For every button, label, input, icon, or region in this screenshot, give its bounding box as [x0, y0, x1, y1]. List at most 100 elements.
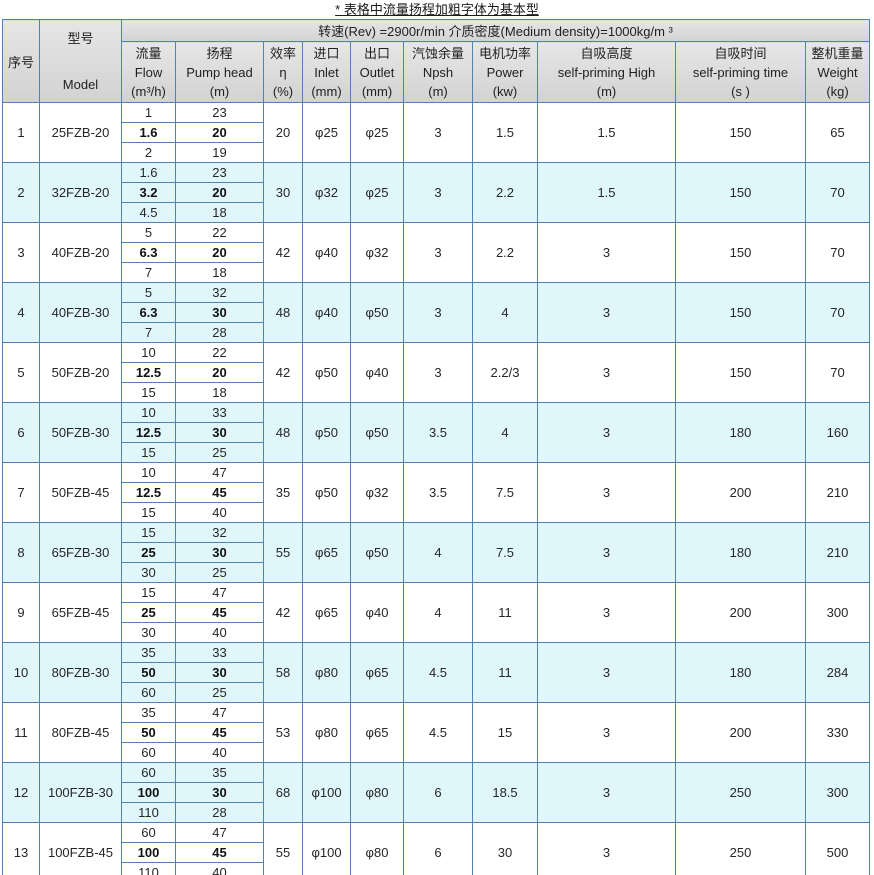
- flow-cell: 7: [121, 262, 176, 283]
- eff-cell: 42: [263, 342, 303, 403]
- table-note-title: * 表格中流量扬程加粗字体为基本型: [335, 2, 539, 17]
- index-cell: 6: [2, 402, 40, 463]
- spec-row-group-1: 1 25FZB-20 1 23 20 φ25 φ25 3 1.5 1.5 150 65: [2, 102, 871, 163]
- inlet-cell: φ50: [302, 462, 351, 523]
- head-cell: 30: [175, 302, 264, 323]
- col-header-weight-line: (kg): [826, 83, 849, 99]
- outlet-cell: φ40: [350, 342, 404, 403]
- spec-sub-row: 4.5 18: [3, 202, 870, 223]
- spec-row-group-10: 10 80FZB-30 35 33 58 φ80 φ65 4.5 11 3 180 284: [2, 642, 871, 703]
- head-cell: 22: [175, 342, 264, 363]
- high-cell: 1.5: [537, 102, 676, 163]
- index-cell: 8: [2, 522, 40, 583]
- index-cell: 12: [2, 762, 40, 823]
- high-cell: 3: [537, 462, 676, 523]
- high-cell: 3: [537, 522, 676, 583]
- time-cell: 250: [675, 822, 806, 875]
- high-cell: 3: [537, 642, 676, 703]
- head-cell: 40: [175, 742, 264, 763]
- flow-cell: 1.6: [121, 162, 176, 183]
- model-cell: 32FZB-20: [39, 162, 122, 223]
- inlet-cell: φ80: [302, 642, 351, 703]
- col-header-high: 自吸高度 self-priming High (m): [537, 41, 676, 103]
- col-header-head-line: Pump head: [186, 64, 253, 80]
- npsh-cell: 4.5: [403, 642, 473, 703]
- head-cell: 30: [175, 542, 264, 563]
- npsh-cell: 6: [403, 822, 473, 875]
- flow-cell: 10: [121, 462, 176, 483]
- index-cell: 1: [2, 102, 40, 163]
- span-header-row: 序号 型号 Model 转速(Rev) =2900r/min 介质密度(Medi…: [2, 19, 871, 103]
- npsh-cell: 3: [403, 162, 473, 223]
- flow-cell: 110: [121, 802, 176, 823]
- weight-cell: 70: [804, 222, 871, 283]
- spec-sub-row: 12.5 20: [3, 362, 870, 383]
- spec-sub-row: 3.2 20: [3, 182, 870, 203]
- outlet-cell: φ50: [350, 402, 404, 463]
- npsh-cell: 4: [403, 522, 473, 583]
- npsh-cell: 3: [403, 102, 473, 163]
- outlet-cell: φ65: [350, 642, 404, 703]
- head-cell: 33: [175, 402, 264, 423]
- spec-sub-row: 6.3 30: [3, 302, 870, 323]
- spec-sub-row: 110 40: [3, 862, 870, 875]
- flow-cell: 15: [121, 582, 176, 603]
- index-cell: 9: [2, 582, 40, 643]
- col-header-inlet: 进口 Inlet (mm): [302, 41, 351, 103]
- head-cell: 28: [175, 322, 264, 343]
- flow-cell: 25: [121, 542, 176, 563]
- model-header-cn: 型号: [67, 31, 94, 46]
- model-cell: 65FZB-30: [39, 522, 122, 583]
- outlet-cell: φ50: [350, 282, 404, 343]
- flow-cell: 110: [121, 862, 176, 875]
- inlet-cell: φ100: [302, 762, 351, 823]
- time-cell: 200: [675, 582, 806, 643]
- model-cell: 100FZB-45: [39, 822, 122, 875]
- col-header-high-line: self-priming High: [557, 64, 656, 80]
- npsh-cell: 3: [403, 342, 473, 403]
- model-header-en: Model: [62, 77, 99, 92]
- spec-sub-row: 60 40: [3, 742, 870, 763]
- head-cell: 47: [175, 582, 264, 603]
- time-cell: 150: [675, 342, 806, 403]
- col-header-flow: 流量 Flow (m³/h): [121, 41, 176, 103]
- rev-density-header: 转速(Rev) =2900r/min 介质密度(Medium density)=…: [120, 19, 871, 42]
- spec-sub-row: 30 40: [3, 622, 870, 643]
- head-cell: 47: [175, 822, 264, 843]
- col-header-eff-line: (%): [272, 83, 294, 99]
- col-header-inlet-line: 进口: [313, 45, 340, 61]
- head-cell: 25: [175, 682, 264, 703]
- inlet-cell: φ50: [302, 342, 351, 403]
- inlet-cell: φ50: [302, 402, 351, 463]
- weight-cell: 330: [804, 702, 871, 763]
- flow-cell: 100: [121, 782, 176, 803]
- high-cell: 3: [537, 822, 676, 875]
- head-cell: 18: [175, 382, 264, 403]
- spec-row-group-8: 8 65FZB-30 15 32 55 φ65 φ50 4 7.5 3 180 210: [2, 522, 871, 583]
- power-cell: 1.5: [472, 102, 538, 163]
- outlet-cell: φ65: [350, 702, 404, 763]
- col-header-npsh: 汽蚀余量 Npsh (m): [403, 41, 473, 103]
- time-cell: 150: [675, 222, 806, 283]
- time-cell: 150: [675, 162, 806, 223]
- outlet-cell: φ25: [350, 162, 404, 223]
- eff-cell: 42: [263, 222, 303, 283]
- spec-sub-row: 7 18: [3, 262, 870, 283]
- col-header-index: 序号: [2, 19, 40, 103]
- spec-row-group-9: 9 65FZB-45 15 47 42 φ65 φ40 4 11 3 200 300: [2, 582, 871, 643]
- weight-cell: 284: [804, 642, 871, 703]
- flow-cell: 12.5: [121, 422, 176, 443]
- col-header-inlet-line: (mm): [311, 83, 342, 99]
- col-header-power-line: (kw): [492, 83, 518, 99]
- head-cell: 32: [175, 522, 264, 543]
- col-header-head: 扬程 Pump head (m): [175, 41, 264, 103]
- head-cell: 20: [175, 122, 264, 143]
- col-header-head-line: (m): [209, 83, 230, 99]
- npsh-cell: 6: [403, 762, 473, 823]
- weight-cell: 70: [804, 342, 871, 403]
- index-cell: 5: [2, 342, 40, 403]
- col-header-flow-line: Flow: [134, 64, 163, 80]
- col-header-flow-line: (m³/h): [131, 83, 166, 99]
- col-header-high-line: (m): [596, 83, 617, 99]
- model-cell: 100FZB-30: [39, 762, 122, 823]
